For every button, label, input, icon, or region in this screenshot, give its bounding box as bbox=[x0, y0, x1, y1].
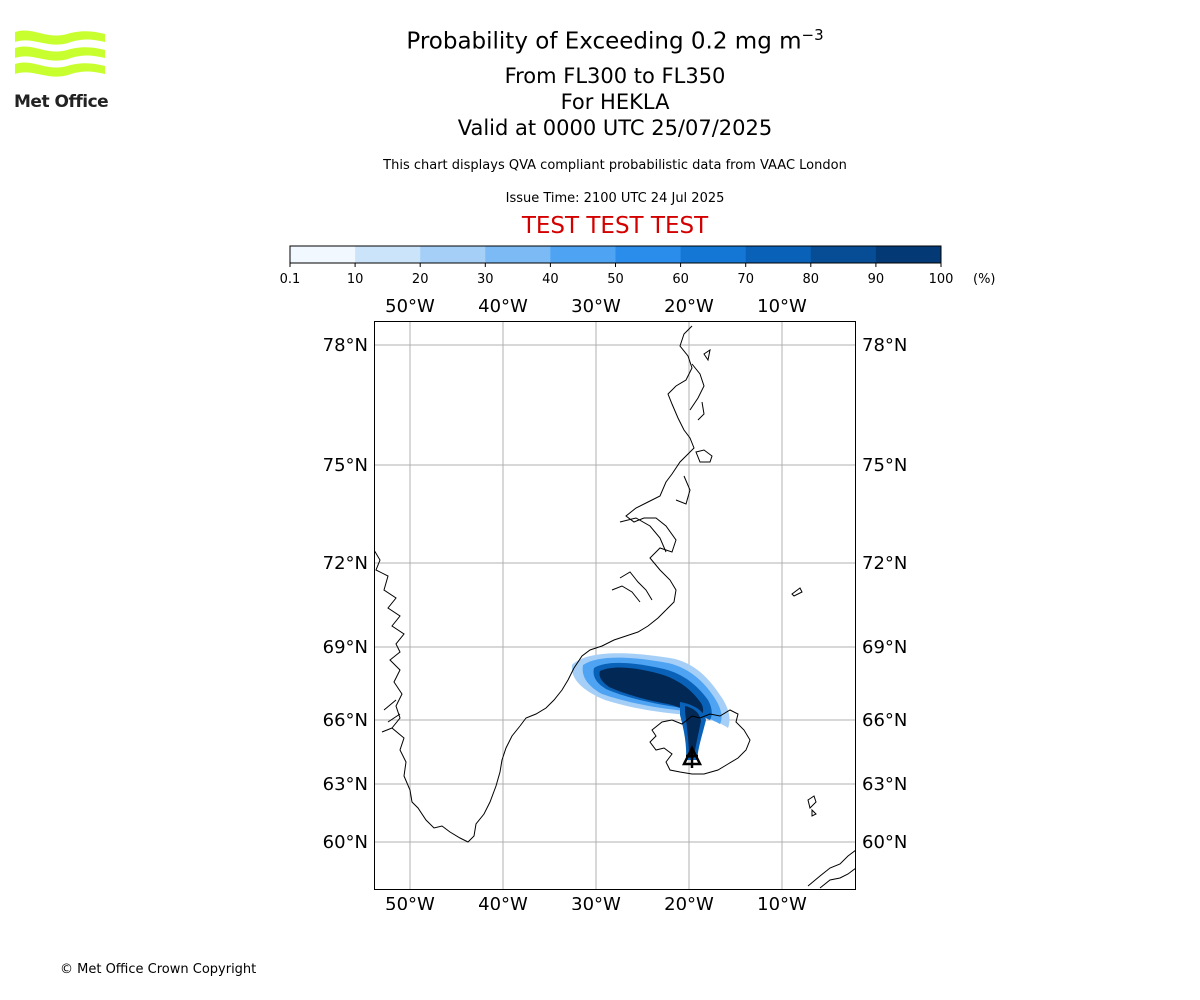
issue-time: Issue Time: 2100 UTC 24 Jul 2025 bbox=[505, 191, 725, 206]
colorbar: 0.1 10 20 30 40 50 60 70 80 90 100 (%) bbox=[280, 245, 996, 287]
colorbar-tick-label: 50 bbox=[607, 272, 624, 287]
met-office-logo-icon bbox=[15, 30, 105, 77]
colorbar-tick-label: 10 bbox=[347, 272, 364, 287]
colorbar-tick-label: 80 bbox=[803, 272, 820, 287]
colorbar-tick-label: 0.1 bbox=[280, 272, 301, 287]
test-banner: TEST TEST TEST bbox=[521, 213, 709, 239]
chart-title: Probability of Exceeding 0.2 mg m−3 bbox=[406, 26, 824, 55]
lat-label-right: 78°N bbox=[862, 335, 907, 356]
lat-label-left: 63°N bbox=[323, 774, 368, 795]
colorbar-tick-label: 30 bbox=[477, 272, 494, 287]
valid-time-subtitle: Valid at 0000 UTC 25/07/2025 bbox=[457, 116, 773, 140]
lat-label-left: 60°N bbox=[323, 832, 368, 853]
copyright-notice: © Met Office Crown Copyright bbox=[60, 962, 257, 977]
lat-label-right: 63°N bbox=[862, 774, 907, 795]
volcano-subtitle: For HEKLA bbox=[560, 90, 670, 114]
colorbar-cell bbox=[355, 246, 421, 263]
lat-label-left: 75°N bbox=[323, 455, 368, 476]
chart-description: This chart displays QVA compliant probab… bbox=[383, 158, 847, 173]
ash-probability-plume bbox=[571, 653, 730, 760]
lat-label-left: 69°N bbox=[323, 637, 368, 658]
colorbar-tick-label: 70 bbox=[737, 272, 754, 287]
lat-labels-right: 78°N 75°N 72°N 69°N 66°N 63°N 60°N bbox=[862, 335, 907, 853]
colorbar-cell bbox=[550, 246, 616, 263]
colorbar-unit: (%) bbox=[973, 272, 996, 287]
lon-label-bottom: 50°W bbox=[385, 894, 435, 910]
volcano-marker-icon bbox=[681, 745, 703, 768]
lat-label-right: 66°N bbox=[862, 710, 907, 731]
colorbar-tick-label: 100 bbox=[929, 272, 954, 287]
colorbar-tick-label: 40 bbox=[542, 272, 559, 287]
lon-label-top: 40°W bbox=[478, 296, 528, 317]
lon-label-bottom: 20°W bbox=[664, 894, 714, 910]
lon-label-bottom: 40°W bbox=[478, 894, 528, 910]
coastlines bbox=[374, 325, 856, 889]
colorbar-tick-label: 90 bbox=[868, 272, 885, 287]
colorbar-tick-label: 20 bbox=[412, 272, 429, 287]
lon-label-top: 20°W bbox=[664, 296, 714, 317]
lat-label-right: 60°N bbox=[862, 832, 907, 853]
lat-label-left: 72°N bbox=[323, 553, 368, 574]
map: 50°W 40°W 30°W 20°W 10°W 50°W 40°W 30°W … bbox=[323, 296, 908, 910]
lon-label-bottom: 30°W bbox=[571, 894, 621, 910]
lat-label-right: 69°N bbox=[862, 637, 907, 658]
colorbar-cell bbox=[810, 246, 877, 263]
colorbar-cell bbox=[745, 246, 812, 263]
lat-label-left: 66°N bbox=[323, 710, 368, 731]
colorbar-cell bbox=[290, 246, 356, 263]
colorbar-cell bbox=[420, 246, 486, 263]
lat-label-right: 72°N bbox=[862, 553, 907, 574]
lon-label-bottom: 10°W bbox=[757, 894, 807, 910]
colorbar-cell bbox=[680, 246, 747, 263]
lon-label-top: 10°W bbox=[757, 296, 807, 317]
lon-labels-bottom: 50°W 40°W 30°W 20°W 10°W bbox=[385, 894, 807, 910]
colorbar-cell bbox=[875, 246, 942, 263]
lon-label-top: 50°W bbox=[385, 296, 435, 317]
lon-labels-top: 50°W 40°W 30°W 20°W 10°W bbox=[385, 296, 807, 317]
lat-labels-left: 78°N 75°N 72°N 69°N 66°N 63°N 60°N bbox=[323, 335, 368, 853]
flight-level-subtitle: From FL300 to FL350 bbox=[504, 64, 726, 88]
colorbar-tick-label: 60 bbox=[672, 272, 689, 287]
gridlines bbox=[374, 321, 856, 890]
colorbar-cell bbox=[485, 246, 551, 263]
colorbar-cell bbox=[615, 246, 682, 263]
lat-label-left: 78°N bbox=[323, 335, 368, 356]
lon-label-top: 30°W bbox=[571, 296, 621, 317]
logo-wordmark: Met Office bbox=[14, 92, 109, 112]
lat-label-right: 75°N bbox=[862, 455, 907, 476]
